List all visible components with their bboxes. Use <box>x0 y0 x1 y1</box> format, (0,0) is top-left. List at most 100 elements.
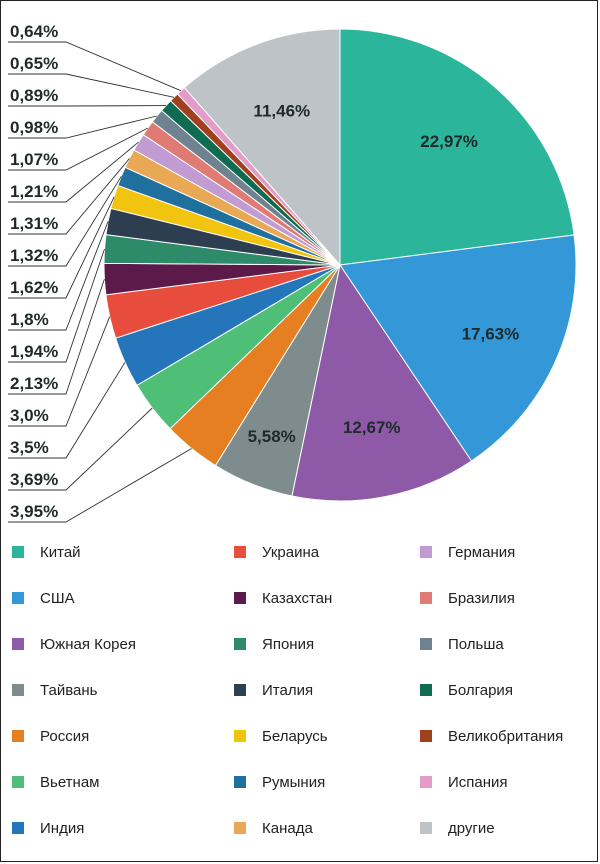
pie-slice-21 <box>183 28 341 267</box>
legend-swatch <box>12 546 24 558</box>
legend-label: Болгария <box>448 681 513 699</box>
leader-line-13 <box>8 176 122 267</box>
leader-line-19 <box>8 73 174 98</box>
legend-item: Япония <box>234 634 314 654</box>
legend-label: Польша <box>448 635 504 653</box>
legend-label: Испания <box>448 773 508 791</box>
outside-label-18: 0,89% <box>10 86 58 105</box>
legend-swatch <box>234 546 246 558</box>
legend-item: Бразилия <box>420 588 515 608</box>
legend-label: Беларусь <box>262 727 328 745</box>
outside-label-12: 1,62% <box>10 278 58 297</box>
outside-label-20: 0,64% <box>10 22 58 41</box>
outside-label-5: 3,95% <box>10 502 58 521</box>
legend-label: Бразилия <box>448 589 515 607</box>
legend-item: Россия <box>12 726 89 746</box>
legend-swatch <box>234 684 246 696</box>
legend-swatch <box>234 822 246 834</box>
slice-label-4: 5,58% <box>248 427 296 446</box>
slice-label-3: 12,67% <box>343 418 401 437</box>
outside-label-16: 1,07% <box>10 150 58 169</box>
outside-label-10: 1,94% <box>10 342 58 361</box>
legend-label: Великобритания <box>448 727 564 745</box>
leader-line-10 <box>8 248 105 363</box>
outside-label-8: 3,0% <box>10 406 49 425</box>
legend-label: Китай <box>40 543 81 561</box>
outside-label-14: 1,31% <box>10 214 58 233</box>
legend-item: Польша <box>420 634 504 654</box>
legend-item: Украина <box>234 542 319 562</box>
legend-swatch <box>12 776 24 788</box>
legend-item: Казахстан <box>234 588 332 608</box>
legend-item: Румыния <box>234 772 325 792</box>
outside-label-9: 2,13% <box>10 374 58 393</box>
legend-item: Индия <box>12 818 84 838</box>
legend-item: Болгария <box>420 680 513 700</box>
legend-item: Испания <box>420 772 508 792</box>
legend-swatch <box>420 822 432 834</box>
legend-label: Италия <box>262 681 314 699</box>
legend-item: Германия <box>420 542 515 562</box>
leader-line-14 <box>8 158 130 235</box>
leader-line-8 <box>8 316 111 427</box>
legend-label: Германия <box>448 543 516 561</box>
legend-swatch <box>12 730 24 742</box>
legend-swatch <box>420 546 432 558</box>
legend-item: Вьетнам <box>12 772 99 792</box>
leader-line-16 <box>8 127 148 171</box>
leader-line-9 <box>8 278 105 395</box>
legend-swatch <box>420 592 432 604</box>
legend-label: другие <box>448 819 495 837</box>
pie-chart: 22,97% 17,63% 12,67% 5,58% 11,46% 0,64% 0,65% 0… <box>8 22 577 523</box>
legend-swatch <box>234 776 246 788</box>
outside-label-11: 1,8% <box>10 310 49 329</box>
legend-swatch <box>234 638 246 650</box>
legend-label: Япония <box>262 635 315 653</box>
legend-swatch <box>234 592 246 604</box>
outside-label-19: 0,65% <box>10 54 58 73</box>
outside-label-13: 1,32% <box>10 246 58 265</box>
leader-line-5 <box>8 448 192 523</box>
legend-item: другие <box>420 818 495 838</box>
leader-line-6 <box>8 407 153 491</box>
legend-swatch <box>12 684 24 696</box>
legend-swatch <box>234 730 246 742</box>
leader-line-20 <box>8 41 182 92</box>
legend-swatch <box>12 822 24 834</box>
legend-label: Индия <box>40 819 85 837</box>
legend-label: Казахстан <box>262 589 333 607</box>
leader-line-15 <box>8 141 139 203</box>
legend-swatch <box>420 684 432 696</box>
legend-label: США <box>40 589 75 607</box>
legend-label: Украина <box>262 543 320 561</box>
outside-label-6: 3,69% <box>10 470 58 489</box>
legend-swatch <box>12 592 24 604</box>
slice-label-2: 17,63% <box>462 324 520 343</box>
pie-slice-1 <box>339 28 575 266</box>
legend-label: Вьетнам <box>40 773 100 791</box>
legend-label: Южная Корея <box>40 635 136 653</box>
legend-swatch <box>12 638 24 650</box>
outside-label-15: 1,21% <box>10 182 58 201</box>
pie-slice-2 <box>339 234 577 462</box>
legend-item: Великобритания <box>420 726 563 746</box>
legend-item: Беларусь <box>234 726 328 746</box>
legend-item: Китай <box>12 542 81 562</box>
leader-line-17 <box>8 115 158 139</box>
slice-label-21: 11,46% <box>253 101 310 120</box>
legend-label: Румыния <box>262 773 326 791</box>
legend-label: Россия <box>40 727 90 745</box>
pie-slice-3 <box>291 263 473 502</box>
legend-item: Италия <box>234 680 313 700</box>
legend-label: Тайвань <box>40 681 98 699</box>
legend-swatch <box>420 776 432 788</box>
legend-swatch <box>420 638 432 650</box>
leader-line-12 <box>8 196 115 299</box>
outside-label-7: 3,5% <box>10 438 49 457</box>
slice-label-1: 22,97% <box>420 132 478 151</box>
legend-item: Канада <box>234 818 313 838</box>
leader-line-11 <box>8 221 109 331</box>
outside-label-17: 0,98% <box>10 118 58 137</box>
legend-swatch <box>420 730 432 742</box>
